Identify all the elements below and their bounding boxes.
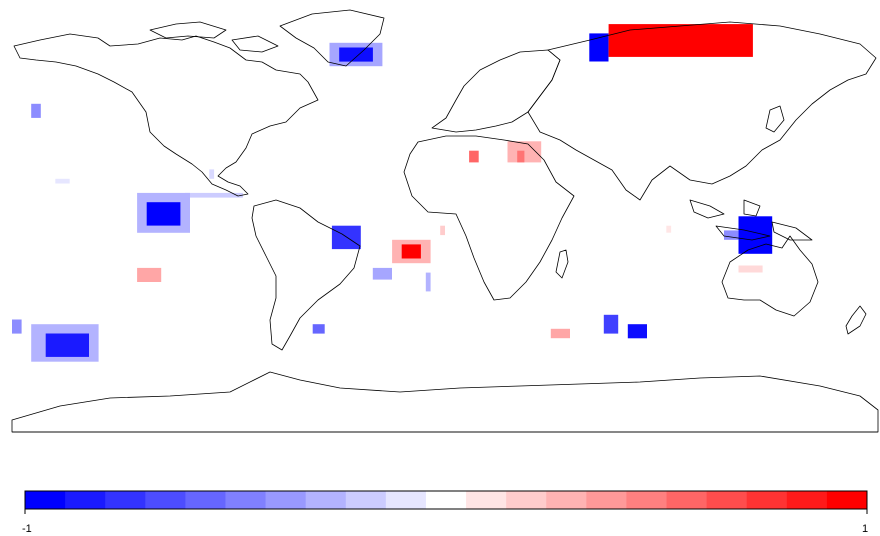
colorbar-step xyxy=(305,491,347,509)
anomaly-cell-s-indian-blue-2 xyxy=(627,324,647,339)
colorbar-step xyxy=(786,491,828,509)
anomaly-cell-ne-pacific xyxy=(146,202,181,226)
anomaly-cell-brazil xyxy=(331,225,361,250)
anomaly-cell-nw-pacific-ak xyxy=(31,103,41,118)
colorbar-step xyxy=(65,491,106,509)
anomaly-cell-caribbean xyxy=(209,169,215,179)
anomaly-cell-libya xyxy=(469,150,479,163)
world-map xyxy=(11,9,879,433)
anomaly-cell-nw-russia xyxy=(589,33,609,62)
coastline-new-zealand xyxy=(845,305,867,335)
anomaly-cell-nw-australia xyxy=(738,265,763,273)
coastline-antarctica xyxy=(11,371,879,433)
anomaly-cell-n-pacific-small xyxy=(55,178,70,184)
colorbar-step xyxy=(626,491,668,509)
anomaly-cell-s-pacific-west xyxy=(12,319,22,334)
colorbar-steps xyxy=(25,491,868,509)
anomaly-cell-s-indian-blue-1 xyxy=(603,314,619,334)
colorbar-frame xyxy=(24,490,868,510)
anomaly-cell-se-pacific-far xyxy=(45,333,89,357)
anomaly-cell-greenland xyxy=(339,47,373,62)
coastline-layer xyxy=(11,9,879,433)
anomaly-cell-siberia xyxy=(608,24,753,57)
colorbar-step xyxy=(466,491,507,509)
colorbar-step xyxy=(145,491,186,509)
colorbar-step xyxy=(706,491,748,509)
anomaly-cell-w-africa-small xyxy=(440,225,445,236)
colorbar-step xyxy=(345,491,387,509)
coastline-japan xyxy=(765,105,785,133)
coastline-indonesia xyxy=(689,199,813,241)
colorbar-step xyxy=(225,491,267,509)
colorbar-step xyxy=(25,491,66,509)
anomaly-cell-indian-small xyxy=(666,225,672,233)
anomaly-cell-egypt-core xyxy=(517,150,525,163)
colorbar-min-label: -1 xyxy=(22,523,32,535)
coastline-south-america xyxy=(251,199,361,351)
anomaly-cell-s-atlantic-south xyxy=(312,324,325,334)
colorbar-step xyxy=(546,491,587,509)
colorbar-step xyxy=(385,491,427,509)
colorbar-step xyxy=(506,491,547,509)
anomaly-cells-layer xyxy=(12,24,773,362)
coastline-north-america xyxy=(13,33,319,197)
anomaly-cell-south-atlantic xyxy=(401,244,421,259)
colorbar-step xyxy=(586,491,627,509)
coastline-asia xyxy=(527,21,877,201)
anomaly-cell-s-indian-red xyxy=(550,328,570,339)
anomaly-cell-central-pacific-band xyxy=(185,192,243,198)
anomaly-cell-s-atlantic-blue xyxy=(372,267,392,280)
coastline-australia xyxy=(721,235,819,317)
colorbar-step xyxy=(826,491,868,509)
colorbar-step xyxy=(746,491,788,509)
coastline-europe xyxy=(431,49,561,133)
coastline-africa xyxy=(403,135,575,301)
anomaly-cell-timor-sea xyxy=(724,230,739,240)
coastline-greenland xyxy=(279,9,385,67)
anomaly-cell-se-pacific xyxy=(137,267,162,282)
coastline-canada-islands xyxy=(149,21,279,53)
colorbar-step xyxy=(425,491,467,509)
colorbar-step xyxy=(265,491,307,509)
colorbar-max-label: 1 xyxy=(862,523,868,535)
anomaly-cell-mid-atlantic-strip xyxy=(425,272,431,292)
colorbar-step xyxy=(105,491,146,509)
colorbar-step xyxy=(666,491,708,509)
colorbar-step xyxy=(185,491,226,509)
coastline-madagascar xyxy=(555,249,569,279)
